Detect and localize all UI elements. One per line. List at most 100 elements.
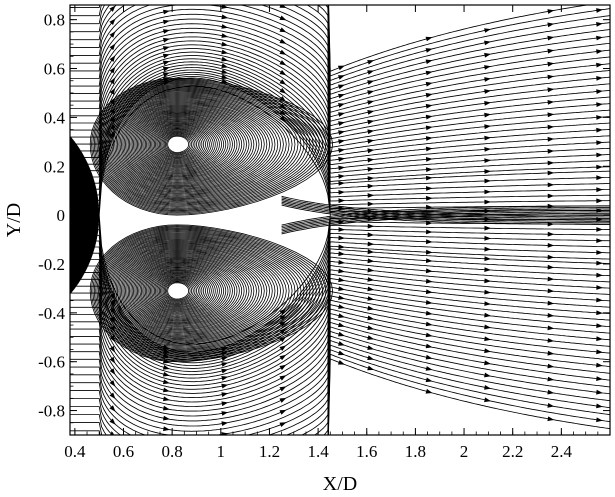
vortex-orbit — [144, 265, 222, 318]
streamline-arrow — [279, 49, 287, 55]
streamline-arrow — [596, 198, 603, 204]
wake-streamline — [281, 200, 610, 221]
streamline-arrow — [484, 199, 491, 205]
streamline-arrow — [338, 331, 345, 337]
streamline — [70, 58, 610, 182]
streamline — [70, 308, 610, 432]
vortex-orbit — [142, 263, 227, 320]
streamline — [70, 36, 610, 157]
streamline-arrow — [279, 345, 287, 351]
streamline-arrow — [109, 392, 116, 399]
vortex-orbit — [108, 92, 290, 201]
vortex-orbit — [95, 81, 321, 212]
streamline — [70, 5, 610, 113]
streamline-arrow — [596, 49, 603, 54]
vortex-orbit — [146, 266, 220, 317]
streamline-arrow — [484, 77, 491, 82]
vortex-orbit — [119, 100, 268, 192]
streamline-arrow — [425, 167, 433, 172]
streamline-arrow — [338, 286, 345, 291]
x-tick-label: 0.6 — [113, 442, 134, 461]
vortex-orbit — [89, 224, 334, 363]
streamline-arrow — [425, 48, 433, 53]
vortex-orbit — [89, 77, 334, 216]
streamline-arrow — [484, 256, 491, 262]
streamline-arrow — [338, 121, 345, 126]
streamline-arrow — [279, 38, 287, 44]
vortex-orbit — [123, 249, 260, 335]
streamline-arrow — [596, 164, 603, 170]
streamline-arrow — [547, 87, 555, 93]
streamline-arrow — [109, 368, 116, 375]
streamline-arrow — [596, 127, 603, 133]
vortex-orbit — [136, 259, 236, 324]
streamline-arrow — [279, 27, 287, 33]
streamline-arrow — [221, 33, 229, 38]
streamline-arrow — [547, 9, 555, 14]
wake-streamline — [281, 212, 610, 233]
streamline-arrow — [426, 195, 433, 201]
streamline-arrow — [338, 259, 345, 265]
wake-streamline — [281, 201, 610, 222]
streamline-arrow — [367, 315, 375, 321]
streamline-arrow — [547, 288, 555, 294]
vortex-orbit — [147, 120, 218, 169]
wake-streamline — [281, 209, 610, 230]
streamline-arrow — [547, 389, 555, 395]
vortex-orbit — [149, 122, 214, 167]
streamline — [70, 326, 610, 435]
vortex-orbit — [155, 273, 207, 310]
vortex-orbit — [160, 130, 199, 159]
streamline-arrow — [367, 90, 375, 95]
streamline-arrow — [338, 190, 345, 195]
streamline-arrow — [109, 18, 116, 25]
vortex-orbit — [134, 111, 240, 180]
streamline-arrow — [547, 403, 555, 408]
vortex-orbit — [148, 121, 216, 168]
separating-streamline — [87, 85, 331, 216]
streamline-arrow — [367, 286, 375, 292]
streamline-arrow — [279, 5, 287, 8]
vortex-orbit — [139, 115, 231, 176]
streamline-arrow — [109, 475, 116, 481]
wake-streamline — [281, 205, 610, 226]
vortex-orbit — [126, 251, 255, 333]
vortex-orbit — [125, 104, 257, 188]
vortex-orbit — [153, 125, 208, 164]
streamline — [70, 248, 610, 372]
x-tick-label: 2.4 — [551, 442, 573, 461]
streamline — [70, 69, 610, 198]
streamline-arrow — [547, 243, 555, 248]
vortex-orbit — [165, 133, 193, 155]
streamline-arrow — [484, 267, 491, 272]
streamline — [70, 256, 610, 379]
streamline-arrow — [279, 375, 287, 381]
vortex-orbit — [161, 277, 198, 305]
streamline-arrow — [162, 77, 170, 82]
streamline-arrow — [547, 376, 555, 382]
vortex-orbit — [97, 230, 314, 356]
streamline-arrow — [163, 387, 170, 393]
vortex-orbit — [103, 234, 302, 352]
streamline-arrow — [279, 364, 287, 371]
streamline-arrow — [484, 112, 491, 118]
streamline-arrow — [337, 65, 345, 71]
wake-streamline — [281, 206, 610, 228]
vortex-orbit — [91, 78, 330, 215]
vortex-orbit — [114, 242, 279, 343]
streamline-arrow — [484, 101, 491, 106]
vortex-orbit — [151, 123, 212, 166]
vortex-orbit — [122, 248, 263, 336]
wake-streamline — [281, 197, 610, 218]
streamline — [70, 344, 610, 435]
wake-streamline — [281, 211, 610, 232]
streamline-arrow — [338, 304, 345, 309]
streamline-arrow — [221, 24, 229, 29]
streamline — [70, 299, 610, 422]
vortex-orbit — [99, 85, 311, 208]
streamline-arrow — [425, 136, 433, 141]
x-tick-label: 2.2 — [502, 442, 523, 461]
vortex-orbit — [165, 280, 193, 302]
streamline-arrow — [484, 336, 491, 342]
streamline-arrow — [367, 138, 375, 144]
